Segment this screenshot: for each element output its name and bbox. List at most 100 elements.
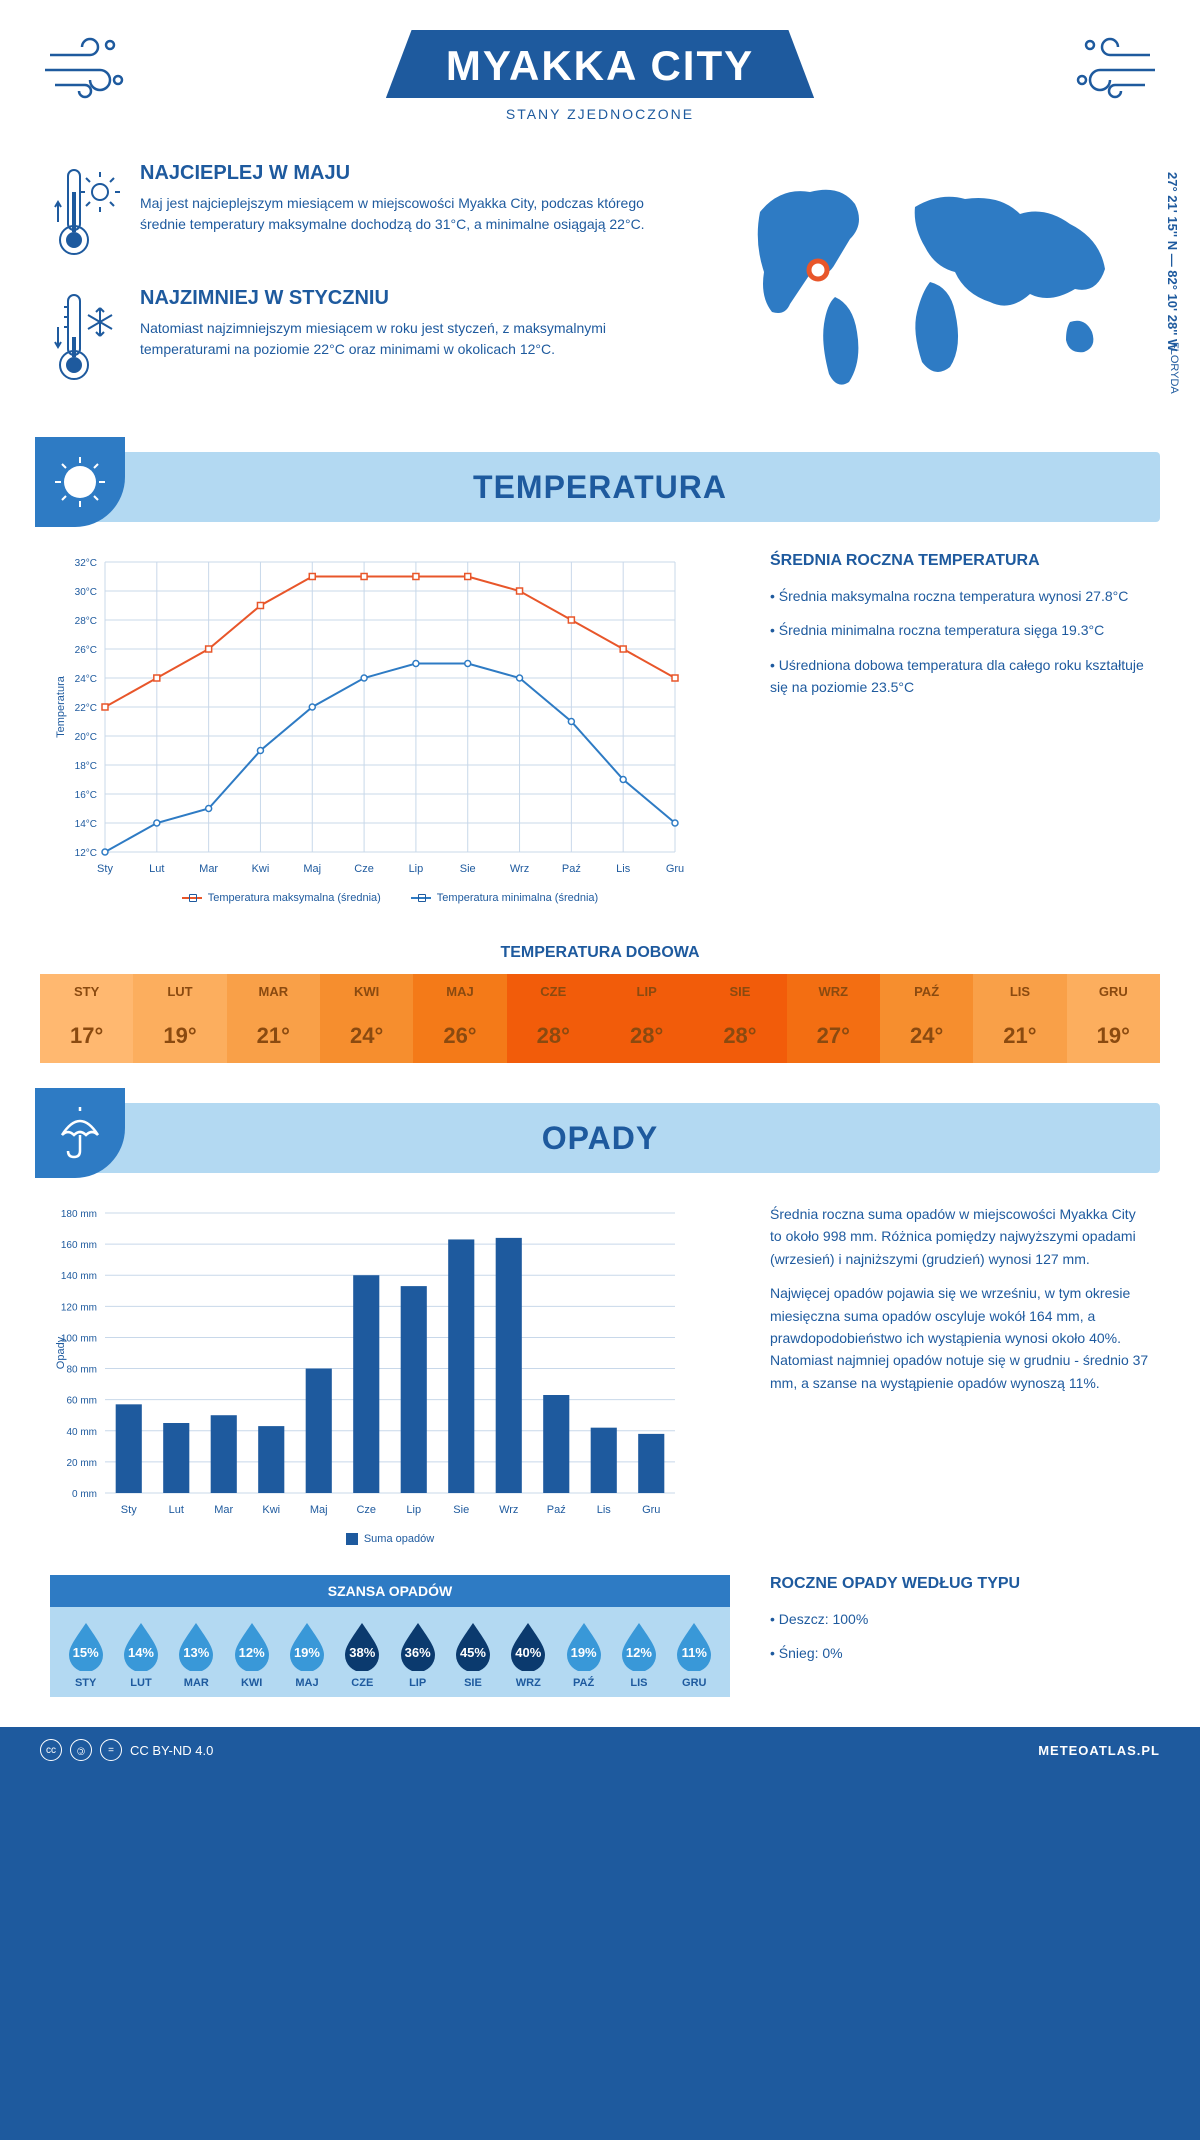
svg-text:Sty: Sty (121, 1504, 137, 1516)
precip-type-title: ROCZNE OPADY WEDŁUG TYPU (770, 1575, 1150, 1593)
by-icon: 🄯 (70, 1739, 92, 1761)
precip-p1: Średnia roczna suma opadów w miejscowośc… (770, 1203, 1150, 1270)
nd-icon: = (100, 1739, 122, 1761)
precip-type: ROCZNE OPADY WEDŁUG TYPU Deszcz: 100%Śni… (770, 1575, 1150, 1677)
svg-text:Lut: Lut (169, 1504, 184, 1516)
drops-title: SZANSA OPADÓW (50, 1575, 730, 1607)
svg-text:Cze: Cze (356, 1504, 376, 1516)
warm-block: NAJCIEPLEJ W MAJU Maj jest najcieplejszy… (50, 162, 690, 262)
precip-type-list: Deszcz: 100%Śnieg: 0% (770, 1608, 1150, 1665)
drop-cell: 36%LIP (392, 1619, 443, 1689)
svg-text:26°C: 26°C (75, 645, 97, 656)
world-map: 27° 21' 15'' N — 82° 10' 28'' W FLORYDA (730, 162, 1150, 412)
svg-text:Lis: Lis (616, 863, 631, 875)
umbrella-icon (35, 1088, 125, 1178)
temp-cell: KWI24° (320, 974, 413, 1063)
temp-section-header: TEMPERATURA (40, 452, 1160, 522)
precip-side: Średnia roczna suma opadów w miejscowośc… (770, 1203, 1150, 1545)
footer-site: METEOATLAS.PL (1038, 1743, 1160, 1758)
svg-text:Maj: Maj (303, 863, 321, 875)
drop-cell: 19%MAJ (281, 1619, 332, 1689)
temp-cell: LIS21° (973, 974, 1066, 1063)
temp-side-title: ŚREDNIA ROCZNA TEMPERATURA (770, 552, 1150, 570)
drop-cell: 11%GRU (669, 1619, 720, 1689)
temp-chart: 12°C14°C16°C18°C20°C22°C24°C26°C28°C30°C… (50, 552, 730, 904)
svg-text:30°C: 30°C (75, 587, 97, 598)
thermometer-cold-icon (50, 287, 120, 387)
footer-license: cc 🄯 = CC BY-ND 4.0 (40, 1739, 213, 1761)
coordinates: 27° 21' 15'' N — 82° 10' 28'' W (1165, 172, 1180, 351)
svg-text:Sty: Sty (97, 863, 113, 875)
svg-text:Wrz: Wrz (499, 1504, 518, 1516)
precip-legend: Suma opadów (50, 1533, 730, 1545)
page: MYAKKA CITY STANY ZJEDNOCZONE NAJCIEPLEJ… (0, 0, 1200, 1773)
svg-text:Lip: Lip (406, 1504, 421, 1516)
svg-text:140 mm: 140 mm (61, 1271, 97, 1282)
svg-text:Gru: Gru (642, 1504, 660, 1516)
footer: cc 🄯 = CC BY-ND 4.0 METEOATLAS.PL (0, 1727, 1200, 1773)
daily-temp-table: STY17°LUT19°MAR21°KWI24°MAJ26°CZE28°LIP2… (40, 974, 1160, 1063)
svg-text:24°C: 24°C (75, 674, 97, 685)
drops-row-wrap: SZANSA OPADÓW 15%STY14%LUT13%MAR12%KWI19… (0, 1575, 1200, 1727)
temp-cell: LIP28° (600, 974, 693, 1063)
temp-cell: PAŹ24° (880, 974, 973, 1063)
svg-text:Opady: Opady (55, 1336, 67, 1369)
temp-cell: MAR21° (227, 974, 320, 1063)
cold-desc: Natomiast najzimniejszym miesiącem w rok… (140, 318, 690, 360)
svg-text:20 mm: 20 mm (66, 1458, 97, 1469)
header: MYAKKA CITY STANY ZJEDNOCZONE (0, 0, 1200, 142)
precip-title: OPADY (542, 1120, 658, 1157)
svg-text:80 mm: 80 mm (66, 1365, 97, 1376)
svg-text:28°C: 28°C (75, 616, 97, 627)
svg-text:Lis: Lis (597, 1504, 612, 1516)
svg-text:22°C: 22°C (75, 703, 97, 714)
drop-cell: 12%KWI (226, 1619, 277, 1689)
warm-title: NAJCIEPLEJ W MAJU (140, 162, 690, 185)
info-left: NAJCIEPLEJ W MAJU Maj jest najcieplejszy… (50, 162, 690, 412)
sun-icon (35, 437, 125, 527)
precip-chart-row: 0 mm20 mm40 mm60 mm80 mm100 mm120 mm140 … (0, 1203, 1200, 1575)
drops-row: 15%STY14%LUT13%MAR12%KWI19%MAJ38%CZE36%L… (50, 1607, 730, 1697)
svg-text:Paź: Paź (547, 1504, 566, 1516)
drop-cell: 12%LIS (613, 1619, 664, 1689)
thermometer-hot-icon (50, 162, 120, 262)
drop-cell: 45%SIE (447, 1619, 498, 1689)
drop-cell: 13%MAR (171, 1619, 222, 1689)
svg-text:Temperatura: Temperatura (55, 675, 67, 738)
svg-text:0 mm: 0 mm (72, 1489, 97, 1500)
warm-text: NAJCIEPLEJ W MAJU Maj jest najcieplejszy… (140, 162, 690, 262)
svg-text:Cze: Cze (354, 863, 374, 875)
temp-cell: MAJ26° (413, 974, 506, 1063)
svg-text:Kwi: Kwi (262, 1504, 280, 1516)
svg-text:Lut: Lut (149, 863, 164, 875)
daily-temp-title: TEMPERATURA DOBOWA (0, 944, 1200, 962)
svg-text:Sie: Sie (453, 1504, 469, 1516)
drop-cell: 14%LUT (115, 1619, 166, 1689)
precip-p2: Najwięcej opadów pojawia się we wrześniu… (770, 1282, 1150, 1394)
page-subtitle: STANY ZJEDNOCZONE (40, 106, 1160, 122)
temp-cell: STY17° (40, 974, 133, 1063)
wind-icon-right (1060, 30, 1160, 100)
precip-chart: 0 mm20 mm40 mm60 mm80 mm100 mm120 mm140 … (50, 1203, 730, 1545)
svg-text:180 mm: 180 mm (61, 1209, 97, 1220)
drop-cell: 19%PAŹ (558, 1619, 609, 1689)
region-label: FLORYDA (1168, 342, 1180, 394)
svg-text:Lip: Lip (409, 863, 424, 875)
temp-side: ŚREDNIA ROCZNA TEMPERATURA Średnia maksy… (770, 552, 1150, 904)
svg-text:Sie: Sie (460, 863, 476, 875)
drop-cell: 38%CZE (337, 1619, 388, 1689)
svg-text:Wrz: Wrz (510, 863, 529, 875)
svg-text:14°C: 14°C (75, 819, 97, 830)
wind-icon-left (40, 30, 140, 100)
drop-cell: 15%STY (60, 1619, 111, 1689)
page-title: MYAKKA CITY (386, 30, 814, 98)
svg-text:Paź: Paź (562, 863, 581, 875)
svg-text:60 mm: 60 mm (66, 1396, 97, 1407)
svg-text:160 mm: 160 mm (61, 1240, 97, 1251)
temp-chart-row: 12°C14°C16°C18°C20°C22°C24°C26°C28°C30°C… (0, 552, 1200, 934)
info-row: NAJCIEPLEJ W MAJU Maj jest najcieplejszy… (0, 142, 1200, 442)
cold-block: NAJZIMNIEJ W STYCZNIU Natomiast najzimni… (50, 287, 690, 387)
svg-text:18°C: 18°C (75, 761, 97, 772)
temp-legend: Temperatura maksymalna (średnia) Tempera… (50, 892, 730, 904)
svg-text:32°C: 32°C (75, 558, 97, 569)
